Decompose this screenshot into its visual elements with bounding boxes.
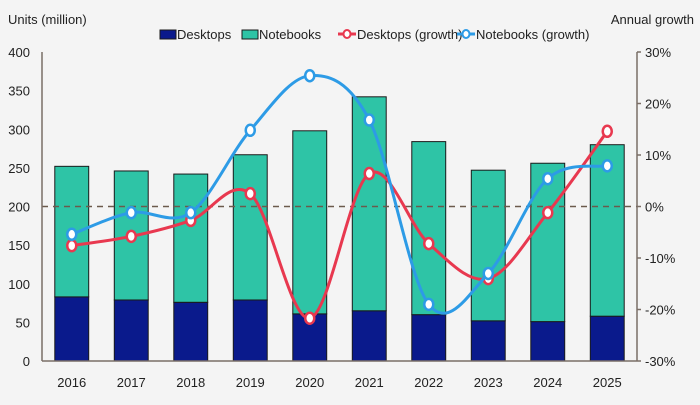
bar-desktops-2017 — [113, 299, 149, 362]
y-tick-label: 250 — [8, 161, 30, 176]
y-tick-label: 50 — [16, 315, 30, 330]
y2-tick-label: -10% — [645, 251, 676, 266]
legend-marker-desktops-growth — [342, 29, 352, 39]
bar-notebooks-2018 — [173, 173, 209, 303]
bar-notebooks-2024 — [530, 162, 566, 323]
x-tick-label: 2023 — [474, 375, 503, 390]
x-tick-label: 2025 — [593, 375, 622, 390]
y-tick-label: 0 — [23, 354, 30, 369]
legend-label-desktops-growth: Desktops (growth) — [357, 27, 462, 42]
point-notebooks-growth-2024 — [542, 171, 554, 186]
point-desktops-growth-2022 — [423, 236, 435, 251]
point-notebooks-growth-2017 — [125, 205, 137, 220]
legend: Desktops Notebooks Desktops (growth) Notebo… — [159, 27, 589, 42]
bar-desktops-2021 — [351, 310, 387, 362]
bar-notebooks-2020 — [292, 130, 328, 315]
y2-tick-label: 20% — [645, 97, 671, 112]
y-tick-label: 350 — [8, 84, 30, 99]
point-desktops-growth-2021 — [363, 166, 375, 181]
axes: 0 50 100 150 200 250 300 350 400 -30% -20% -10% 0% 10… — [8, 45, 675, 390]
legend-label-notebooks: Notebooks — [259, 27, 322, 42]
point-notebooks-growth-2016 — [66, 227, 78, 242]
point-desktops-growth-2016 — [66, 238, 78, 253]
point-desktops-growth-2025 — [601, 124, 613, 139]
y2-tick-label: 10% — [645, 148, 671, 163]
bar-notebooks-2025 — [589, 144, 625, 317]
bar-desktops-2022 — [411, 314, 447, 362]
bar-notebooks-2021 — [351, 96, 387, 312]
growth-lines — [66, 68, 613, 326]
line-notebooks-growth — [71, 73, 608, 315]
point-desktops-growth-2019 — [244, 186, 256, 201]
point-desktops-growth-2020 — [304, 311, 316, 326]
bar-desktops-2016 — [54, 296, 90, 362]
legend-marker-notebooks-growth — [461, 29, 471, 39]
y-axis-title: Units (million) — [8, 12, 87, 27]
x-tick-label: 2018 — [176, 375, 205, 390]
legend-label-desktops: Desktops — [177, 27, 232, 42]
bars — [54, 96, 625, 362]
bar-desktops-2025 — [589, 315, 625, 362]
y2-tick-label: 0% — [645, 200, 664, 215]
x-tick-label: 2021 — [355, 375, 384, 390]
y2-tick-label: -20% — [645, 303, 676, 318]
legend-label-notebooks-growth: Notebooks (growth) — [476, 27, 589, 42]
y-tick-label: 150 — [8, 238, 30, 253]
bar-notebooks-2019 — [232, 154, 268, 301]
x-tick-label: 2020 — [295, 375, 324, 390]
point-notebooks-growth-2019 — [244, 123, 256, 138]
y-tick-label: 400 — [8, 45, 30, 60]
y-tick-label: 300 — [8, 122, 30, 137]
y2-tick-label: -30% — [645, 354, 676, 369]
bar-desktops-2018 — [173, 301, 209, 362]
point-notebooks-growth-2025 — [601, 159, 613, 173]
x-tick-label: 2022 — [414, 375, 443, 390]
point-notebooks-growth-2020 — [304, 68, 316, 83]
point-desktops-growth-2024 — [542, 205, 554, 220]
x-tick-label: 2016 — [57, 375, 86, 390]
x-tick-label: 2019 — [236, 375, 265, 390]
point-notebooks-growth-2021 — [363, 113, 375, 127]
point-notebooks-growth-2023 — [482, 266, 494, 281]
point-notebooks-growth-2018 — [185, 205, 197, 220]
x-tick-label: 2024 — [533, 375, 562, 390]
bar-desktops-2024 — [530, 321, 566, 362]
legend-swatch-notebooks — [241, 29, 259, 40]
y-tick-label: 100 — [8, 277, 30, 292]
legend-swatch-desktops — [159, 29, 177, 40]
y2-tick-label: 30% — [645, 45, 671, 60]
bar-notebooks-2023 — [470, 169, 506, 322]
x-tick-label: 2017 — [117, 375, 146, 390]
y-tick-label: 200 — [8, 200, 30, 215]
point-desktops-growth-2017 — [125, 229, 137, 244]
bar-desktops-2023 — [470, 320, 506, 362]
line-desktops-growth — [71, 130, 609, 320]
point-notebooks-growth-2022 — [423, 297, 435, 312]
bar-desktops-2019 — [232, 299, 268, 362]
y2-axis-title: Annual growth — [611, 12, 694, 27]
